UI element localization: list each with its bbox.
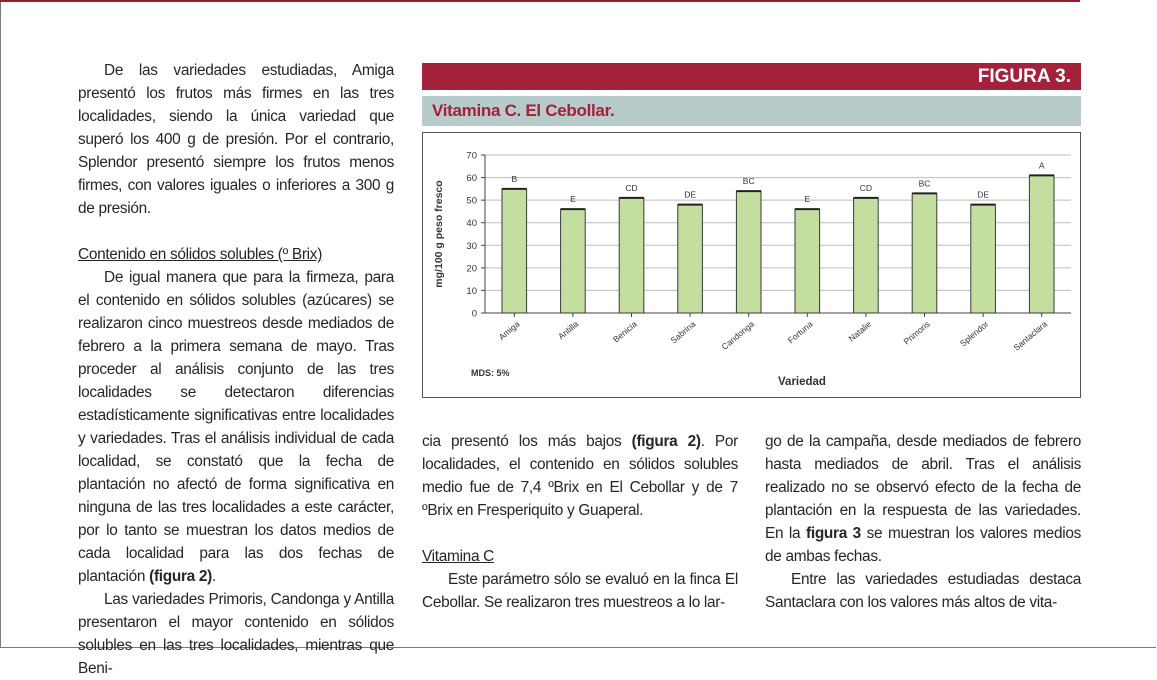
significance-letter: BC (743, 176, 755, 186)
significance-letter: E (804, 194, 810, 204)
middle-column: cia presentó los más bajos (figura 2). P… (422, 430, 738, 614)
mds-note: MDS: 5% (471, 368, 510, 378)
top-rule (0, 0, 1080, 2)
significance-letter: A (1039, 160, 1045, 170)
paragraph: go de la campaña, desde mediados de febr… (765, 430, 1081, 568)
paragraph: De las variedades estudiadas, Amiga pres… (78, 62, 394, 217)
x-tick-label: Candonga (720, 319, 757, 352)
significance-letter: CD (625, 183, 637, 193)
x-axis-label: Variedad (778, 376, 826, 388)
x-tick-label: Antilla (556, 319, 580, 342)
significance-letter: CD (860, 183, 872, 193)
x-tick-label: Sabrina (669, 319, 698, 346)
figure-reference: (figura 2) (149, 568, 212, 585)
bar-chart: 0 10 20 30 40 50 60 70 B Amiga E Antilla CD Benicia DE… (433, 151, 1071, 388)
figure-reference: figura 3 (806, 525, 861, 542)
right-column: go de la campaña, desde mediados de febr… (765, 430, 1081, 614)
section-heading-brix: Contenido en sólidos solubles (º Brix) (78, 246, 323, 263)
x-tick-label: Splendor (958, 319, 991, 349)
bar-natalie (853, 197, 879, 314)
x-tick-label: Fortuna (786, 319, 815, 346)
y-tick-label: 30 (466, 241, 477, 252)
significance-letter: BC (919, 178, 931, 188)
bar-antilla (560, 208, 586, 314)
paragraph-text: . Por localidades, el contenido en sólid… (422, 433, 738, 519)
paragraph-text: . (212, 568, 216, 585)
y-tick-label: 40 (466, 218, 477, 229)
bar-sabrina (677, 204, 703, 314)
x-tick-label: Amiga (497, 319, 522, 342)
paragraph-text: cia presentó los más bajos (422, 433, 632, 450)
paragraph: Las variedades Primoris, Candonga y Anti… (78, 591, 394, 677)
paragraph: Entre las variedades estudiadas destaca … (765, 571, 1081, 611)
section-heading-vitamina: Vitamina C (422, 548, 494, 565)
y-tick-label: 50 (466, 196, 477, 207)
x-tick-label: Natalie (846, 319, 873, 344)
chart-panel: 0 10 20 30 40 50 60 70 B Amiga E Antilla CD Benicia DE… (422, 132, 1081, 398)
bar-fortuna (794, 208, 821, 314)
y-tick-label: 0 (472, 309, 477, 320)
figure-title: Vitamina C. El Cebollar. (422, 96, 1081, 126)
paragraph-text: go de la campaña, desde mediados de febr… (765, 433, 1081, 542)
bar-benicia (618, 197, 645, 314)
left-column: De las variedades estudiadas, Amiga pres… (78, 59, 394, 680)
bar-primoris (911, 192, 938, 314)
significance-letter: DE (684, 190, 696, 200)
bar-santaclara (1028, 174, 1055, 314)
bar-splendor (970, 204, 996, 314)
figure-label: FIGURA 3. (422, 63, 1081, 90)
page-frame (0, 0, 1156, 648)
x-tick-label: Benicia (611, 319, 639, 345)
paragraph-text: De igual manera que para la firmeza, par… (78, 269, 394, 585)
x-tick-label: Santaclara (1011, 319, 1049, 353)
y-axis-label: mg/100 g peso fresco (433, 180, 445, 287)
paragraph: cia presentó los más bajos (figura 2). P… (422, 430, 738, 522)
significance-letter: E (570, 194, 576, 204)
y-tick-label: 70 (466, 151, 477, 162)
bar-amiga (501, 188, 528, 314)
y-tick-label: 20 (466, 263, 477, 274)
paragraph: De igual manera que para la firmeza, par… (78, 266, 394, 588)
y-tick-label: 60 (466, 173, 477, 184)
x-tick-label: Primoris (901, 319, 931, 347)
bar-candonga (735, 190, 762, 314)
significance-letter: DE (977, 190, 989, 200)
paragraph-text: se muestran los valores medios de ambas … (765, 525, 1081, 565)
figure-reference: (figura 2) (631, 433, 701, 450)
significance-letter: B (511, 174, 517, 184)
paragraph: Este parámetro sólo se evaluó en la finc… (422, 571, 738, 611)
y-tick-label: 10 (466, 286, 477, 297)
